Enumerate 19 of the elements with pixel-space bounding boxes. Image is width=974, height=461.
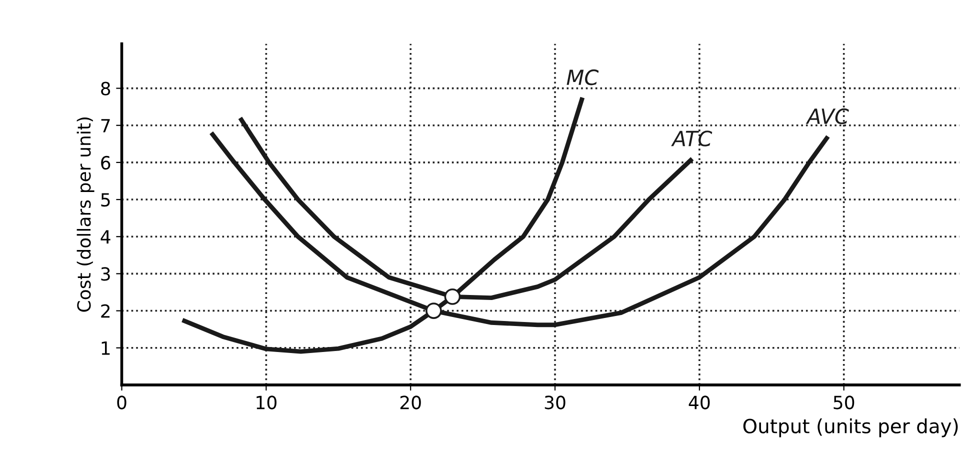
y-tick-label: 8: [101, 82, 110, 96]
y-axis-title: Cost (dollars per unit): [76, 117, 94, 312]
x-tick-label: 0: [117, 396, 126, 410]
y-tick-label: 2: [101, 304, 110, 318]
x-tick-label: 10: [256, 396, 276, 410]
y-tick-label: 3: [101, 267, 110, 281]
y-tick-label: 1: [102, 342, 110, 355]
series-label: AVC: [806, 108, 849, 124]
y-tick-label: 4: [100, 230, 110, 244]
y-tick-label: 5: [101, 193, 110, 207]
x-tick-label: 50: [834, 396, 854, 410]
y-tick-label: 7: [101, 119, 110, 132]
y-tick-label: 6: [101, 156, 110, 170]
x-axis-title: Output (units per day): [743, 418, 958, 438]
x-tick-label: 40: [688, 396, 710, 410]
x-tick-label: 30: [544, 396, 566, 410]
series-label: ATC: [671, 130, 712, 146]
x-tick-label: 20: [400, 396, 421, 410]
series-label: MC: [566, 69, 599, 86]
